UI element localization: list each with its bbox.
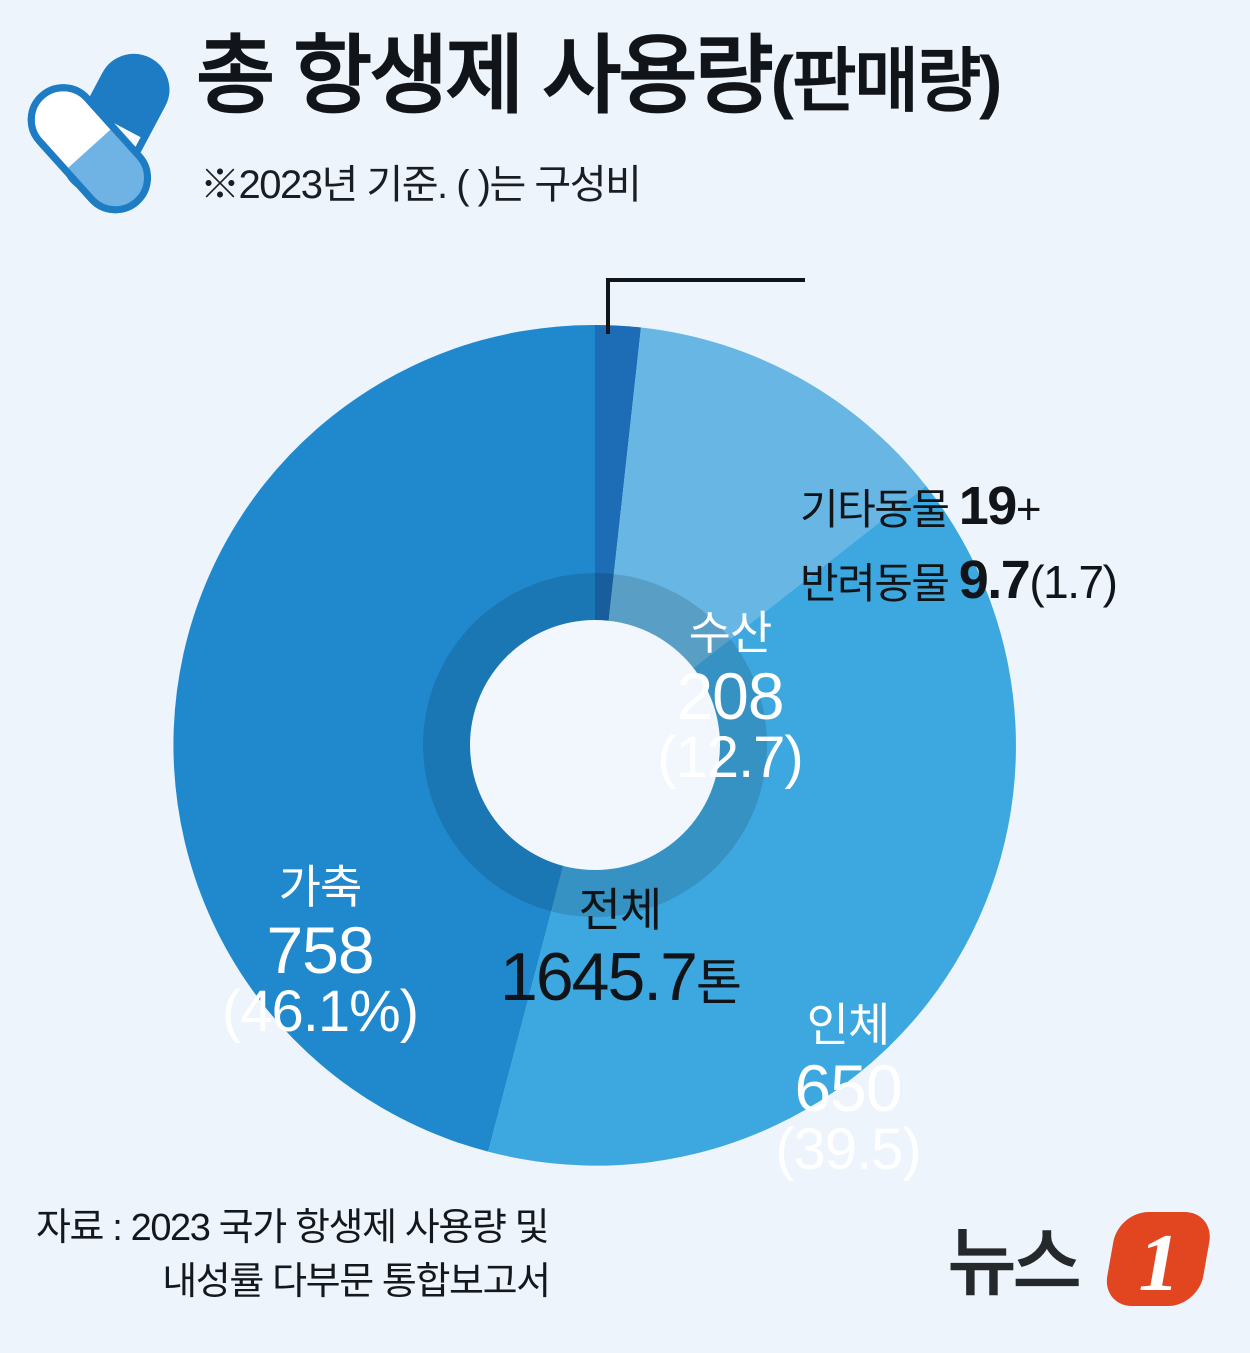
callout-pet-share: (1.7) bbox=[1029, 556, 1118, 609]
callout-pet-label: 반려동물 bbox=[800, 560, 950, 608]
callout-leader-line bbox=[606, 278, 805, 334]
center-disc bbox=[470, 620, 720, 870]
slice-human[interactable] bbox=[488, 485, 1016, 1166]
center-total-value: 1645.7톤 bbox=[420, 943, 820, 1011]
donut-center-total: 전체 1645.7톤 bbox=[420, 887, 820, 1011]
center-total-number: 1645.7 bbox=[500, 939, 698, 1015]
donut-chart: 가축 758 (46.1%) 수산 208 (12.7) 인체 650 (39.… bbox=[0, 232, 1250, 1182]
source-line-1: 자료 : 2023 국가 항생제 사용량 및 bbox=[36, 1207, 550, 1249]
center-total-unit: 톤 bbox=[695, 955, 742, 1011]
callout-row-pet: 반려동물 9.7(1.7) bbox=[800, 550, 1230, 610]
callout-other-animals: 기타동물 19+ 반려동물 9.7(1.7) bbox=[800, 476, 1230, 611]
callout-other-animal-value: 19 bbox=[958, 476, 1018, 536]
title-main: 총 항생제 사용량 bbox=[196, 28, 774, 124]
callout-pet-value: 9.7 bbox=[958, 550, 1031, 611]
page-title: 총 항생제 사용량(판매량) bbox=[196, 28, 1003, 124]
page-subtitle: ※2023년 기준. ( )는 구성비 bbox=[200, 163, 642, 207]
news1-logo[interactable]: 뉴스 1 bbox=[942, 1204, 1232, 1314]
callout-other-animal-label: 기타동물 bbox=[800, 486, 950, 533]
news1-logo-mark: 1 bbox=[1106, 1212, 1210, 1308]
callout-other-animal-plus: + bbox=[1015, 485, 1042, 534]
callout-row-other-animal: 기타동물 19+ bbox=[800, 476, 1230, 536]
source-line-2: 내성률 다부문 통합보고서 bbox=[162, 1260, 551, 1303]
footer: 자료 : 2023 국가 항생제 사용량 및 내성률 다부문 통합보고서 뉴스 … bbox=[0, 1188, 1250, 1353]
source-note: 자료 : 2023 국가 항생제 사용량 및 내성률 다부문 통합보고서 bbox=[36, 1202, 676, 1310]
news1-logo-text: 뉴스 bbox=[948, 1221, 1079, 1304]
title-parenthetical: (판매량) bbox=[770, 42, 1003, 120]
center-total-label: 전체 bbox=[578, 884, 663, 936]
header: 총 항생제 사용량(판매량) ※2023년 기준. ( )는 구성비 bbox=[0, 0, 1250, 230]
donut-chart-svg bbox=[173, 278, 1016, 1166]
slice-fishery[interactable] bbox=[595, 327, 926, 746]
capsule-pills-icon bbox=[27, 53, 170, 214]
slice-livestock[interactable] bbox=[173, 324, 596, 1152]
